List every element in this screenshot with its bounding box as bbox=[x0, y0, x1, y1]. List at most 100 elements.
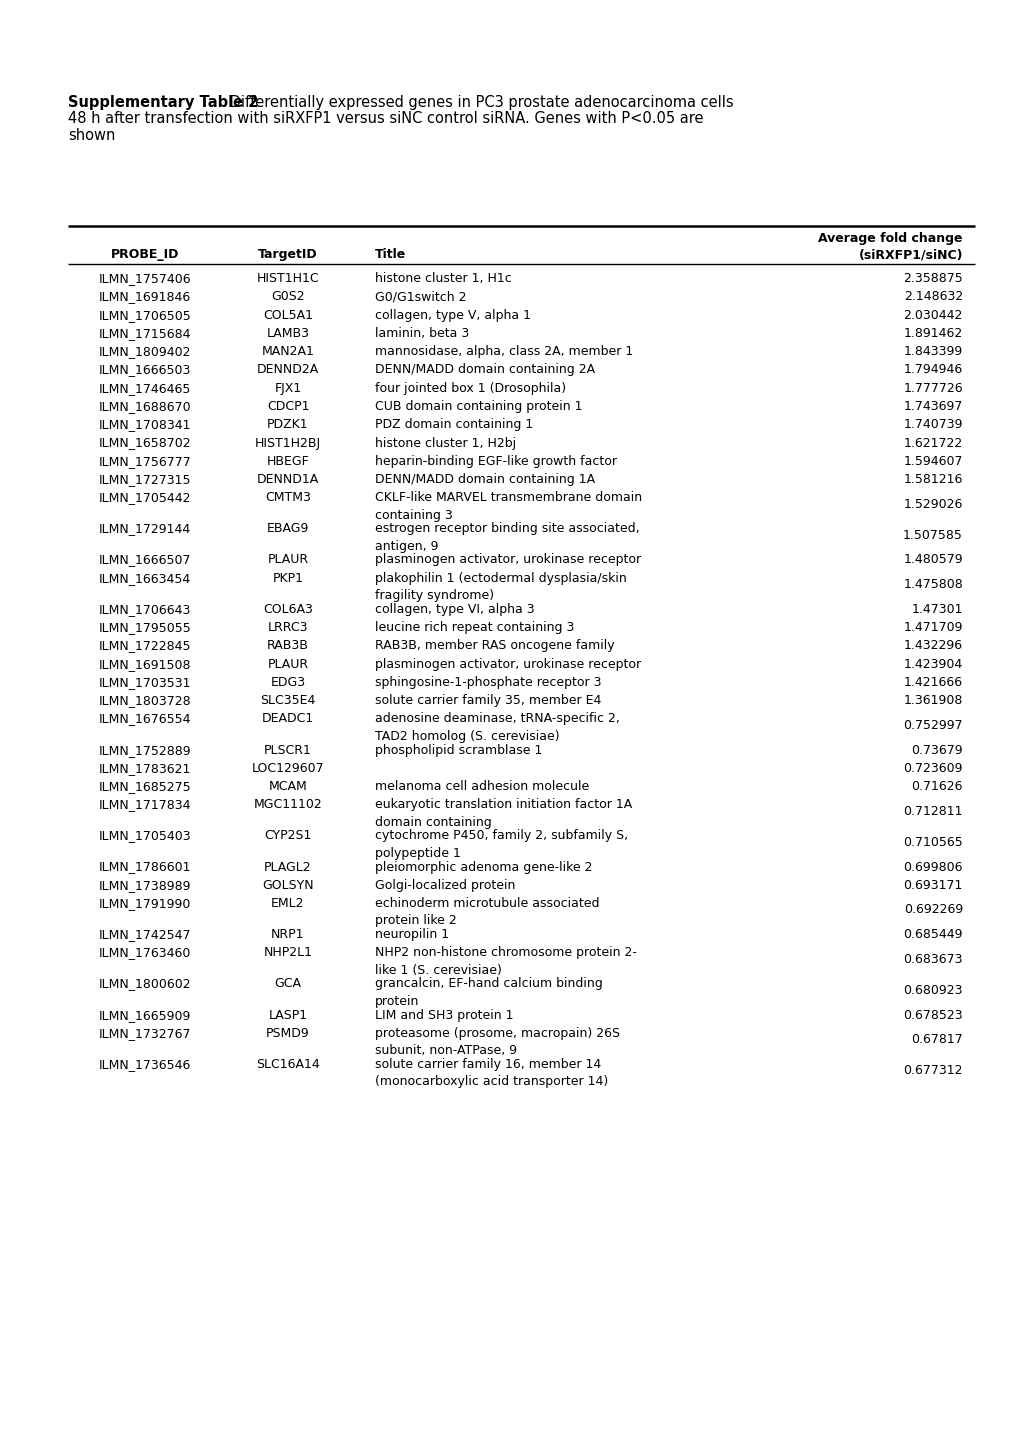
Text: 0.73679: 0.73679 bbox=[911, 744, 962, 757]
Text: ILMN_1706643: ILMN_1706643 bbox=[99, 603, 191, 616]
Text: 1.581216: 1.581216 bbox=[903, 473, 962, 486]
Text: ILMN_1791990: ILMN_1791990 bbox=[99, 897, 191, 910]
Text: ILMN_1688670: ILMN_1688670 bbox=[99, 399, 192, 412]
Text: ILMN_1665909: ILMN_1665909 bbox=[99, 1008, 191, 1021]
Text: ILMN_1763460: ILMN_1763460 bbox=[99, 946, 191, 959]
Text: phospholipid scramblase 1: phospholipid scramblase 1 bbox=[375, 744, 542, 757]
Text: Golgi-localized protein: Golgi-localized protein bbox=[375, 878, 515, 891]
Text: ILMN_1732767: ILMN_1732767 bbox=[99, 1027, 192, 1040]
Text: DENND2A: DENND2A bbox=[257, 363, 319, 376]
Text: ILMN_1705442: ILMN_1705442 bbox=[99, 492, 192, 505]
Text: cytochrome P450, family 2, subfamily S,
polypeptide 1: cytochrome P450, family 2, subfamily S, … bbox=[375, 829, 628, 859]
Text: leucine rich repeat containing 3: leucine rich repeat containing 3 bbox=[375, 622, 574, 634]
Text: eukaryotic translation initiation factor 1A
domain containing: eukaryotic translation initiation factor… bbox=[375, 799, 632, 829]
Text: ILMN_1783621: ILMN_1783621 bbox=[99, 761, 191, 774]
Text: ILMN_1685275: ILMN_1685275 bbox=[99, 780, 192, 793]
Text: 0.683673: 0.683673 bbox=[903, 953, 962, 966]
Text: COL6A3: COL6A3 bbox=[263, 603, 313, 616]
Text: PDZ domain containing 1: PDZ domain containing 1 bbox=[375, 418, 533, 431]
Text: ILMN_1691846: ILMN_1691846 bbox=[99, 290, 191, 303]
Text: G0/G1switch 2: G0/G1switch 2 bbox=[375, 290, 466, 303]
Text: ILMN_1809402: ILMN_1809402 bbox=[99, 345, 192, 358]
Text: LAMB3: LAMB3 bbox=[266, 327, 309, 340]
Text: COL5A1: COL5A1 bbox=[263, 309, 313, 322]
Text: SLC16A14: SLC16A14 bbox=[256, 1058, 320, 1071]
Text: ILMN_1746465: ILMN_1746465 bbox=[99, 382, 191, 395]
Text: ILMN_1742547: ILMN_1742547 bbox=[99, 929, 192, 942]
Text: histone cluster 1, H2bj: histone cluster 1, H2bj bbox=[375, 437, 516, 450]
Text: sphingosine-1-phosphate receptor 3: sphingosine-1-phosphate receptor 3 bbox=[375, 676, 601, 689]
Text: 1.777726: 1.777726 bbox=[903, 382, 962, 395]
Text: 0.723609: 0.723609 bbox=[903, 761, 962, 774]
Text: ILMN_1738989: ILMN_1738989 bbox=[99, 878, 192, 891]
Text: ILMN_1786601: ILMN_1786601 bbox=[99, 861, 192, 874]
Text: collagen, type V, alpha 1: collagen, type V, alpha 1 bbox=[375, 309, 531, 322]
Text: 0.710565: 0.710565 bbox=[903, 836, 962, 849]
Text: 0.677312: 0.677312 bbox=[903, 1064, 962, 1077]
Text: ILMN_1752889: ILMN_1752889 bbox=[99, 744, 192, 757]
Text: PKP1: PKP1 bbox=[272, 572, 304, 585]
Text: 2.148632: 2.148632 bbox=[903, 290, 962, 303]
Text: PDZK1: PDZK1 bbox=[267, 418, 309, 431]
Text: NRP1: NRP1 bbox=[271, 929, 305, 942]
Text: 2.358875: 2.358875 bbox=[903, 273, 962, 286]
Text: estrogen receptor binding site associated,
antigen, 9: estrogen receptor binding site associate… bbox=[375, 522, 639, 552]
Text: LIM and SH3 protein 1: LIM and SH3 protein 1 bbox=[375, 1008, 513, 1021]
Text: ILMN_1727315: ILMN_1727315 bbox=[99, 473, 192, 486]
Text: Average fold change: Average fold change bbox=[817, 232, 962, 245]
Text: 1.529026: 1.529026 bbox=[903, 497, 962, 510]
Text: NHP2L1: NHP2L1 bbox=[263, 946, 312, 959]
Text: plasminogen activator, urokinase receptor: plasminogen activator, urokinase recepto… bbox=[375, 554, 641, 567]
Text: 1.843399: 1.843399 bbox=[903, 345, 962, 358]
Text: LASP1: LASP1 bbox=[268, 1008, 308, 1021]
Text: PLAUR: PLAUR bbox=[267, 658, 309, 671]
Text: Differentially expressed genes in PC3 prostate adenocarcinoma cells: Differentially expressed genes in PC3 pr… bbox=[225, 95, 733, 110]
Text: (siRXFP1/siNC): (siRXFP1/siNC) bbox=[858, 248, 962, 261]
Text: Title: Title bbox=[375, 248, 406, 261]
Text: LRRC3: LRRC3 bbox=[268, 622, 308, 634]
Text: CMTM3: CMTM3 bbox=[265, 492, 311, 505]
Text: ILMN_1795055: ILMN_1795055 bbox=[99, 622, 192, 634]
Text: shown: shown bbox=[68, 127, 115, 143]
Text: 0.699806: 0.699806 bbox=[903, 861, 962, 874]
Text: FJX1: FJX1 bbox=[274, 382, 302, 395]
Text: DENN/MADD domain containing 2A: DENN/MADD domain containing 2A bbox=[375, 363, 594, 376]
Text: 2.030442: 2.030442 bbox=[903, 309, 962, 322]
Text: 0.693171: 0.693171 bbox=[903, 878, 962, 891]
Text: 1.480579: 1.480579 bbox=[903, 554, 962, 567]
Text: ILMN_1756777: ILMN_1756777 bbox=[99, 454, 192, 467]
Text: 0.71626: 0.71626 bbox=[911, 780, 962, 793]
Text: CUB domain containing protein 1: CUB domain containing protein 1 bbox=[375, 399, 582, 412]
Text: PROBE_ID: PROBE_ID bbox=[111, 248, 179, 261]
Text: ILMN_1729144: ILMN_1729144 bbox=[99, 522, 191, 535]
Text: solute carrier family 35, member E4: solute carrier family 35, member E4 bbox=[375, 694, 601, 707]
Text: 1.361908: 1.361908 bbox=[903, 694, 962, 707]
Text: 48 h after transfection with siRXFP1 versus siNC control siRNA. Genes with P<0.0: 48 h after transfection with siRXFP1 ver… bbox=[68, 111, 703, 127]
Text: collagen, type VI, alpha 3: collagen, type VI, alpha 3 bbox=[375, 603, 534, 616]
Text: proteasome (prosome, macropain) 26S
subunit, non-ATPase, 9: proteasome (prosome, macropain) 26S subu… bbox=[375, 1027, 620, 1057]
Text: DEADC1: DEADC1 bbox=[262, 712, 314, 725]
Text: ILMN_1715684: ILMN_1715684 bbox=[99, 327, 192, 340]
Text: 1.423904: 1.423904 bbox=[903, 658, 962, 671]
Text: HIST1H2BJ: HIST1H2BJ bbox=[255, 437, 321, 450]
Text: four jointed box 1 (Drosophila): four jointed box 1 (Drosophila) bbox=[375, 382, 566, 395]
Text: 0.692269: 0.692269 bbox=[903, 904, 962, 917]
Text: SLC35E4: SLC35E4 bbox=[260, 694, 315, 707]
Text: ILMN_1736546: ILMN_1736546 bbox=[99, 1058, 191, 1071]
Text: TargetID: TargetID bbox=[258, 248, 318, 261]
Text: PLAUR: PLAUR bbox=[267, 554, 309, 567]
Text: 1.47301: 1.47301 bbox=[911, 603, 962, 616]
Text: 1.594607: 1.594607 bbox=[903, 454, 962, 467]
Text: ILMN_1705403: ILMN_1705403 bbox=[99, 829, 192, 842]
Text: ILMN_1757406: ILMN_1757406 bbox=[99, 273, 192, 286]
Text: PLAGL2: PLAGL2 bbox=[264, 861, 312, 874]
Text: ILMN_1676554: ILMN_1676554 bbox=[99, 712, 192, 725]
Text: MCAM: MCAM bbox=[268, 780, 307, 793]
Text: CKLF-like MARVEL transmembrane domain
containing 3: CKLF-like MARVEL transmembrane domain co… bbox=[375, 492, 642, 522]
Text: solute carrier family 16, member 14
(monocarboxylic acid transporter 14): solute carrier family 16, member 14 (mon… bbox=[375, 1058, 607, 1089]
Text: plakophilin 1 (ectodermal dysplasia/skin
fragility syndrome): plakophilin 1 (ectodermal dysplasia/skin… bbox=[375, 572, 626, 601]
Text: ILMN_1803728: ILMN_1803728 bbox=[99, 694, 192, 707]
Text: 0.752997: 0.752997 bbox=[903, 720, 962, 733]
Text: ILMN_1666507: ILMN_1666507 bbox=[99, 554, 192, 567]
Text: ILMN_1722845: ILMN_1722845 bbox=[99, 639, 192, 652]
